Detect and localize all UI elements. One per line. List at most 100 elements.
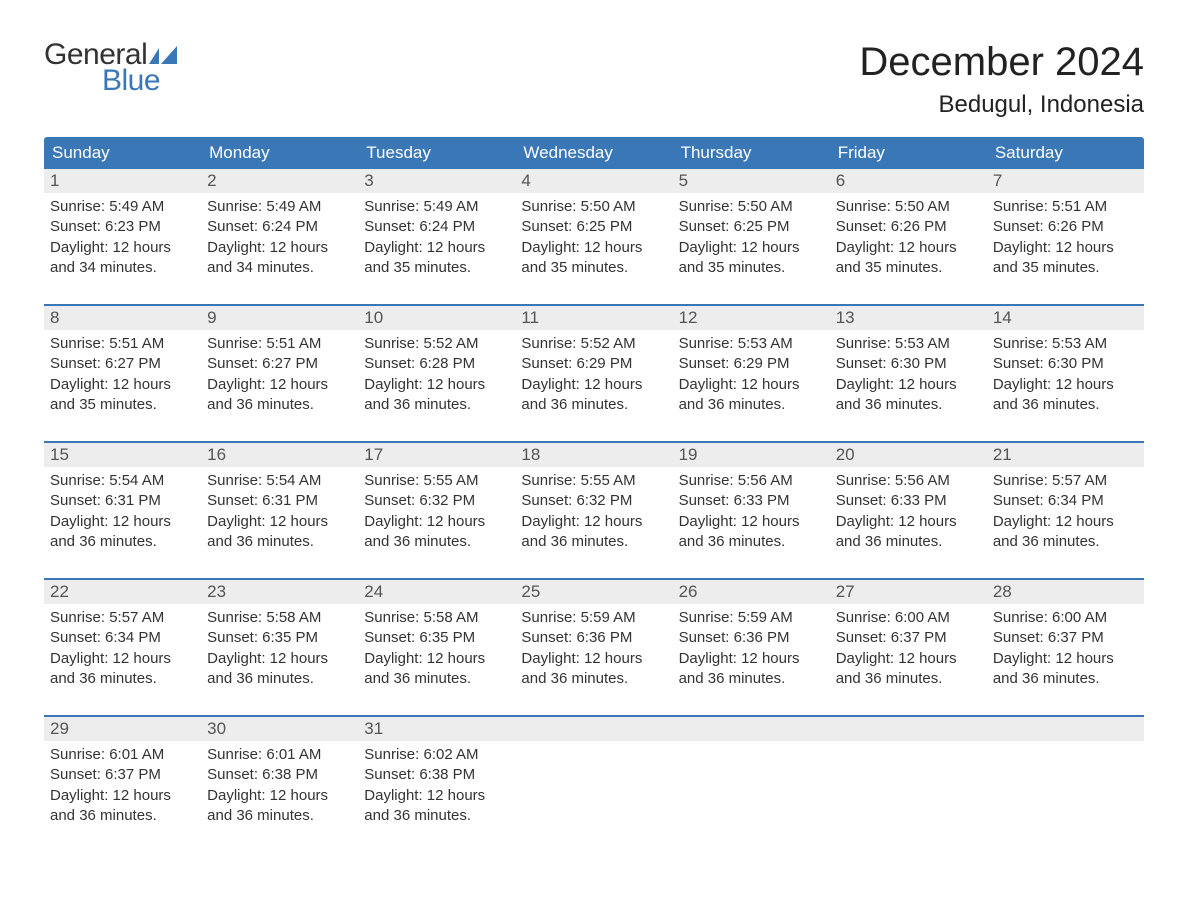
sunrise-line: Sunrise: 5:54 AM	[50, 471, 195, 491]
calendar-day: 9Sunrise: 5:51 AMSunset: 6:27 PMDaylight…	[201, 306, 358, 421]
calendar-day: 31Sunrise: 6:02 AMSunset: 6:38 PMDayligh…	[358, 717, 515, 832]
sunrise-line: Sunrise: 5:58 AM	[207, 608, 352, 628]
daylight-line: Daylight: 12 hours and 36 minutes.	[207, 512, 352, 553]
page-title: December 2024	[859, 40, 1144, 85]
daylight-line: Daylight: 12 hours and 36 minutes.	[364, 649, 509, 690]
sunrise-line: Sunrise: 5:50 AM	[521, 197, 666, 217]
weekday-header: Monday	[201, 137, 358, 169]
sunrise-line: Sunrise: 5:53 AM	[993, 334, 1138, 354]
sunrise-line: Sunrise: 5:50 AM	[679, 197, 824, 217]
calendar-day: 26Sunrise: 5:59 AMSunset: 6:36 PMDayligh…	[673, 580, 830, 695]
day-number: 9	[201, 306, 358, 330]
day-number: 14	[987, 306, 1144, 330]
sunset-line: Sunset: 6:32 PM	[364, 491, 509, 511]
brand-logo: General Blue	[44, 40, 177, 96]
day-number: 27	[830, 580, 987, 604]
daylight-line: Daylight: 12 hours and 36 minutes.	[679, 649, 824, 690]
daylight-line: Daylight: 12 hours and 34 minutes.	[207, 238, 352, 279]
calendar: SundayMondayTuesdayWednesdayThursdayFrid…	[44, 137, 1144, 832]
day-details: Sunrise: 6:01 AMSunset: 6:38 PMDaylight:…	[201, 741, 358, 832]
sunrise-line: Sunrise: 5:49 AM	[50, 197, 195, 217]
sunset-line: Sunset: 6:33 PM	[836, 491, 981, 511]
daylight-line: Daylight: 12 hours and 36 minutes.	[50, 649, 195, 690]
daylight-line: Daylight: 12 hours and 36 minutes.	[993, 375, 1138, 416]
day-number: 1	[44, 169, 201, 193]
sunrise-line: Sunrise: 5:52 AM	[521, 334, 666, 354]
day-details: Sunrise: 5:54 AMSunset: 6:31 PMDaylight:…	[201, 467, 358, 558]
sunset-line: Sunset: 6:30 PM	[993, 354, 1138, 374]
sunset-line: Sunset: 6:26 PM	[993, 217, 1138, 237]
flag-icon	[149, 46, 177, 64]
day-details: Sunrise: 5:49 AMSunset: 6:24 PMDaylight:…	[201, 193, 358, 284]
day-details: Sunrise: 6:00 AMSunset: 6:37 PMDaylight:…	[987, 604, 1144, 695]
day-details: Sunrise: 5:52 AMSunset: 6:28 PMDaylight:…	[358, 330, 515, 421]
day-number: 26	[673, 580, 830, 604]
weeks-container: 1Sunrise: 5:49 AMSunset: 6:23 PMDaylight…	[44, 169, 1144, 832]
day-number: 15	[44, 443, 201, 467]
calendar-day: 29Sunrise: 6:01 AMSunset: 6:37 PMDayligh…	[44, 717, 201, 832]
daylight-line: Daylight: 12 hours and 36 minutes.	[836, 649, 981, 690]
day-number: 13	[830, 306, 987, 330]
calendar-day: .	[987, 717, 1144, 832]
sunset-line: Sunset: 6:28 PM	[364, 354, 509, 374]
calendar-day: 10Sunrise: 5:52 AMSunset: 6:28 PMDayligh…	[358, 306, 515, 421]
sunset-line: Sunset: 6:31 PM	[207, 491, 352, 511]
day-details: Sunrise: 5:51 AMSunset: 6:27 PMDaylight:…	[44, 330, 201, 421]
day-details: Sunrise: 6:01 AMSunset: 6:37 PMDaylight:…	[44, 741, 201, 832]
day-details: Sunrise: 5:51 AMSunset: 6:26 PMDaylight:…	[987, 193, 1144, 284]
day-number: 25	[515, 580, 672, 604]
day-details: Sunrise: 5:55 AMSunset: 6:32 PMDaylight:…	[358, 467, 515, 558]
calendar-day: 3Sunrise: 5:49 AMSunset: 6:24 PMDaylight…	[358, 169, 515, 284]
calendar-day: 21Sunrise: 5:57 AMSunset: 6:34 PMDayligh…	[987, 443, 1144, 558]
daylight-line: Daylight: 12 hours and 36 minutes.	[50, 786, 195, 827]
day-number: 20	[830, 443, 987, 467]
sunrise-line: Sunrise: 5:57 AM	[50, 608, 195, 628]
title-block: December 2024 Bedugul, Indonesia	[859, 40, 1144, 119]
calendar-day: 22Sunrise: 5:57 AMSunset: 6:34 PMDayligh…	[44, 580, 201, 695]
calendar-day: 20Sunrise: 5:56 AMSunset: 6:33 PMDayligh…	[830, 443, 987, 558]
day-number: 29	[44, 717, 201, 741]
sunset-line: Sunset: 6:38 PM	[364, 765, 509, 785]
calendar-day: 15Sunrise: 5:54 AMSunset: 6:31 PMDayligh…	[44, 443, 201, 558]
sunset-line: Sunset: 6:29 PM	[521, 354, 666, 374]
calendar-day: 18Sunrise: 5:55 AMSunset: 6:32 PMDayligh…	[515, 443, 672, 558]
daylight-line: Daylight: 12 hours and 35 minutes.	[836, 238, 981, 279]
day-details: Sunrise: 5:58 AMSunset: 6:35 PMDaylight:…	[358, 604, 515, 695]
day-details: Sunrise: 5:58 AMSunset: 6:35 PMDaylight:…	[201, 604, 358, 695]
sunset-line: Sunset: 6:31 PM	[50, 491, 195, 511]
day-number: 8	[44, 306, 201, 330]
sunset-line: Sunset: 6:27 PM	[207, 354, 352, 374]
sunset-line: Sunset: 6:24 PM	[207, 217, 352, 237]
sunset-line: Sunset: 6:35 PM	[207, 628, 352, 648]
calendar-day: 12Sunrise: 5:53 AMSunset: 6:29 PMDayligh…	[673, 306, 830, 421]
sunrise-line: Sunrise: 5:56 AM	[679, 471, 824, 491]
day-number: 4	[515, 169, 672, 193]
sunset-line: Sunset: 6:25 PM	[521, 217, 666, 237]
weekday-header-row: SundayMondayTuesdayWednesdayThursdayFrid…	[44, 137, 1144, 169]
daylight-line: Daylight: 12 hours and 36 minutes.	[993, 649, 1138, 690]
sunrise-line: Sunrise: 5:56 AM	[836, 471, 981, 491]
sunset-line: Sunset: 6:27 PM	[50, 354, 195, 374]
calendar-week: 22Sunrise: 5:57 AMSunset: 6:34 PMDayligh…	[44, 578, 1144, 695]
day-details: Sunrise: 5:51 AMSunset: 6:27 PMDaylight:…	[201, 330, 358, 421]
day-details: Sunrise: 5:50 AMSunset: 6:25 PMDaylight:…	[673, 193, 830, 284]
day-number: 2	[201, 169, 358, 193]
sunrise-line: Sunrise: 5:52 AM	[364, 334, 509, 354]
sunrise-line: Sunrise: 6:00 AM	[836, 608, 981, 628]
day-details: Sunrise: 5:49 AMSunset: 6:23 PMDaylight:…	[44, 193, 201, 284]
weekday-header: Sunday	[44, 137, 201, 169]
sunrise-line: Sunrise: 5:49 AM	[364, 197, 509, 217]
calendar-day: 6Sunrise: 5:50 AMSunset: 6:26 PMDaylight…	[830, 169, 987, 284]
sunset-line: Sunset: 6:30 PM	[836, 354, 981, 374]
calendar-day: 19Sunrise: 5:56 AMSunset: 6:33 PMDayligh…	[673, 443, 830, 558]
calendar-day: .	[673, 717, 830, 832]
day-number: 21	[987, 443, 1144, 467]
calendar-day: 4Sunrise: 5:50 AMSunset: 6:25 PMDaylight…	[515, 169, 672, 284]
calendar-day: 17Sunrise: 5:55 AMSunset: 6:32 PMDayligh…	[358, 443, 515, 558]
daylight-line: Daylight: 12 hours and 36 minutes.	[364, 512, 509, 553]
sunset-line: Sunset: 6:36 PM	[679, 628, 824, 648]
sunrise-line: Sunrise: 5:55 AM	[364, 471, 509, 491]
day-number: 16	[201, 443, 358, 467]
calendar-day: 14 Sunrise: 5:53 AMSunset: 6:30 PMDayligh…	[987, 306, 1144, 421]
day-details: Sunrise: 5:59 AMSunset: 6:36 PMDaylight:…	[673, 604, 830, 695]
